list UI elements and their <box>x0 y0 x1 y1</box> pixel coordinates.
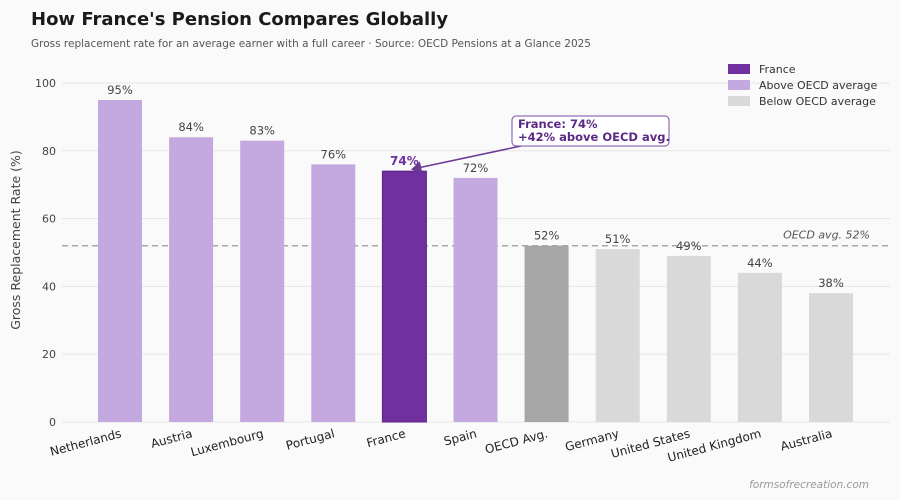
y-tick-label: 20 <box>42 348 56 361</box>
x-tick-label: Luxembourg <box>189 426 265 459</box>
data-label: 83% <box>249 124 275 138</box>
y-tick-label: 80 <box>42 145 56 158</box>
data-label: 52% <box>534 229 560 243</box>
data-label: 44% <box>747 256 773 270</box>
bar-portugal <box>311 164 356 423</box>
annotation-text: +42% above OECD avg. <box>518 130 670 144</box>
legend-swatch <box>728 64 750 74</box>
x-tick-label: France <box>365 426 407 450</box>
bar-spain <box>453 177 498 422</box>
bar-netherlands <box>98 99 142 422</box>
y-tick-label: 40 <box>42 280 56 293</box>
legend-swatch <box>728 96 750 106</box>
y-tick-label: 100 <box>35 77 56 90</box>
x-tick-label: Netherlands <box>48 426 122 458</box>
bar-austria <box>169 137 214 423</box>
y-tick-label: 60 <box>42 213 56 226</box>
bar-germany <box>595 249 640 422</box>
y-tick-label: 0 <box>49 416 56 429</box>
data-label: 95% <box>107 83 133 97</box>
oecd-average-label: OECD avg. 52% <box>783 229 870 242</box>
chart-subtitle: Gross replacement rate for an average ea… <box>31 38 591 50</box>
data-label: 49% <box>676 239 702 253</box>
x-tick-label: OECD Avg. <box>483 426 549 456</box>
data-labels: 95% 84% 83% 76% 74% 72% 52% 51% 49% 44% 38% <box>107 83 844 290</box>
bar-united-states <box>666 255 711 422</box>
data-label: 38% <box>818 276 844 290</box>
x-tick-label: Australia <box>779 426 834 453</box>
bar-oecd-avg <box>524 245 569 422</box>
bars <box>98 99 853 423</box>
bar-australia <box>809 293 853 422</box>
bar-united-kingdom <box>737 272 782 422</box>
annotation: France: 74%+42% above OECD avg. <box>410 115 670 174</box>
legend-swatch <box>728 80 750 90</box>
bar-france <box>381 170 427 423</box>
x-tick-label: Austria <box>149 426 194 450</box>
data-label: 72% <box>463 161 489 175</box>
x-tick-label: Spain <box>442 426 478 448</box>
chart-title: How France's Pension Compares Globally <box>31 9 448 30</box>
data-label: 76% <box>321 147 347 161</box>
legend-label: Below OECD average <box>759 95 876 108</box>
legend-label: Above OECD average <box>759 79 878 92</box>
bar-luxembourg <box>240 140 285 422</box>
y-axis-ticks: 0 20 40 60 80 100 <box>35 77 56 429</box>
legend-label: France <box>759 63 796 76</box>
x-tick-label: Portugal <box>284 426 336 452</box>
annotation-arrow <box>410 145 522 174</box>
watermark: formsofrecreation.com <box>749 479 869 491</box>
data-label: 74% <box>390 154 419 168</box>
data-label: 84% <box>178 120 204 134</box>
data-label: 51% <box>605 232 631 246</box>
annotation-text: France: 74% <box>518 117 598 131</box>
annotation-box <box>511 115 670 147</box>
legend: France Above OECD average Below OECD avera… <box>728 63 878 108</box>
y-axis-label: Gross Replacement Rate (%) <box>8 150 23 330</box>
